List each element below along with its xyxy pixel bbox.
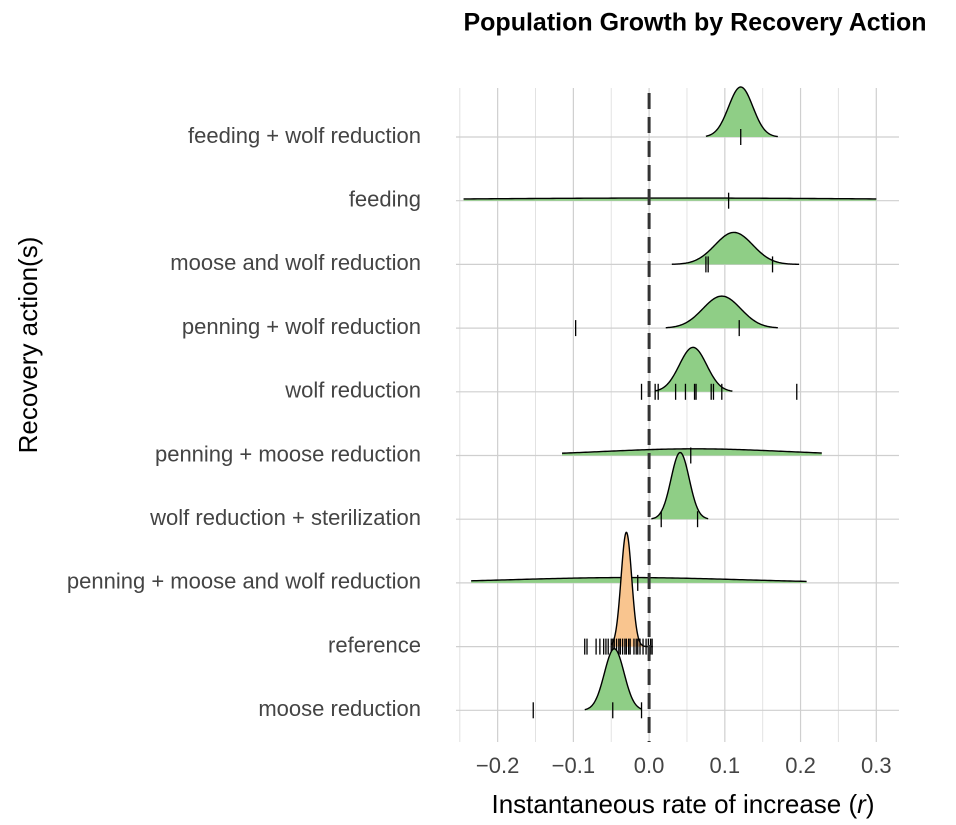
ridge-outline	[584, 648, 642, 711]
ridges	[463, 86, 877, 719]
x-tick-label: −0.2	[476, 753, 519, 778]
x-tick-label: 0.3	[861, 753, 892, 778]
ridge	[574, 295, 778, 337]
grid	[456, 88, 899, 742]
ridge-density	[584, 648, 642, 711]
y-tick-label: penning + moose reduction	[155, 441, 421, 466]
x-tick-label: 0.1	[710, 753, 741, 778]
ridge-outline	[561, 448, 822, 454]
x-axis-label-text: )	[866, 789, 875, 819]
ridge-outline	[705, 86, 778, 138]
ridge	[705, 86, 778, 145]
chart-title: Population Growth by Recovery Action	[463, 9, 926, 37]
y-tick-label: moose reduction	[258, 696, 421, 721]
x-axis-label: Instantaneous rate of increase (r)	[491, 789, 874, 819]
ridge-outline	[463, 197, 877, 200]
ridge	[584, 531, 653, 655]
ridge-density	[671, 232, 800, 265]
ridge-outline	[665, 295, 778, 329]
x-axis-label-symbol: r	[857, 789, 867, 819]
x-tick-label: −0.1	[552, 753, 595, 778]
ridge-density	[655, 347, 733, 392]
ridge-density	[651, 452, 709, 520]
ridge-outline	[655, 346, 733, 392]
y-tick-label: wolf reduction	[284, 378, 421, 403]
ridge-density	[665, 296, 778, 329]
y-tick-label: feeding + wolf reduction	[188, 123, 421, 148]
y-tick-label: feeding	[349, 187, 421, 212]
ridge	[671, 231, 800, 273]
x-axis-label-text: Instantaneous rate of increase (	[491, 789, 857, 819]
ridge-outline	[471, 576, 807, 583]
y-axis-label: Recovery action(s)	[13, 237, 43, 454]
ridge	[640, 346, 798, 400]
y-tick-label: moose and wolf reduction	[170, 250, 421, 275]
ridge	[561, 447, 822, 464]
ridge-density	[705, 87, 778, 137]
x-tick-label: 0.2	[785, 753, 816, 778]
y-tick-label: penning + moose and wolf reduction	[67, 569, 421, 594]
y-tick-label: penning + wolf reduction	[182, 314, 421, 339]
ridge	[651, 451, 709, 528]
ridge	[532, 648, 643, 719]
ridge	[463, 192, 877, 209]
y-tick-label: reference	[328, 632, 421, 657]
ridge-outline	[671, 231, 800, 266]
ridge	[471, 574, 807, 591]
y-tick-label: wolf reduction + sterilization	[149, 505, 421, 530]
x-tick-label: 0.0	[634, 753, 665, 778]
